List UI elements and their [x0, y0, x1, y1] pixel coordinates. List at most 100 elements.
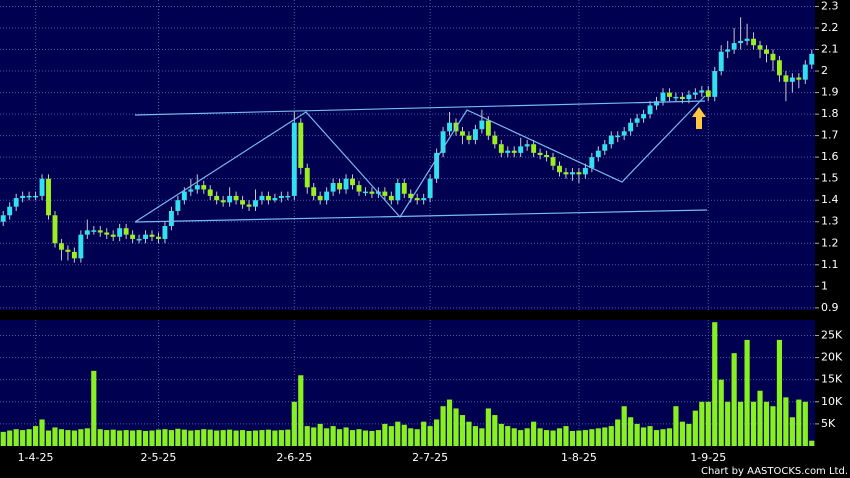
volume-bar — [434, 419, 440, 446]
candle-body — [130, 234, 136, 239]
candle-body — [201, 185, 207, 190]
volume-bar — [97, 429, 103, 446]
volume-bar — [388, 426, 394, 446]
volume-bar — [194, 430, 200, 446]
y-tick-label: 1.2 — [821, 236, 839, 249]
volume-bar — [45, 430, 52, 446]
volume-bar — [26, 429, 32, 446]
candle-body — [298, 122, 304, 168]
y-tick-label: 2.2 — [821, 21, 839, 34]
volume-bar — [699, 401, 705, 446]
volume-bar — [278, 430, 284, 446]
candle-body — [460, 131, 465, 136]
candle-body — [518, 146, 524, 153]
volume-bar — [0, 431, 6, 446]
y-tick-label: 5K — [821, 417, 836, 430]
candle-body — [686, 94, 692, 100]
channel-bottom — [134, 209, 708, 223]
volume-bar — [343, 427, 349, 446]
volume-bar — [498, 423, 504, 446]
y-tick-label: 2.3 — [821, 0, 839, 12]
candle-body — [78, 234, 84, 259]
volume-bar — [686, 423, 692, 446]
x-tick-label: 2-6-25 — [276, 451, 312, 464]
volume-bar — [110, 429, 116, 446]
volume-bar — [181, 429, 187, 446]
volume-bar — [259, 430, 265, 446]
volume-bar — [84, 428, 90, 446]
candle-body — [660, 92, 666, 102]
volume-bar — [39, 419, 45, 446]
y-tick-label: 0.9 — [821, 301, 839, 314]
volume-bar — [58, 429, 65, 446]
candle-body — [285, 195, 291, 198]
candle-body — [162, 226, 168, 239]
candle-body — [563, 172, 569, 175]
volume-bar — [246, 430, 252, 446]
candle-body — [33, 195, 39, 198]
candle-body — [654, 101, 659, 106]
candle-body — [589, 157, 595, 168]
volume-bar — [589, 429, 595, 446]
candle-body — [634, 118, 640, 123]
volume-bar — [155, 429, 162, 446]
volume-bar — [427, 426, 433, 446]
volume-bar — [130, 430, 136, 446]
candle-body — [595, 150, 601, 158]
candle-body — [673, 96, 679, 99]
volume-bar — [104, 430, 110, 446]
volume-bar — [395, 421, 401, 446]
volume-bar — [647, 426, 653, 446]
candle-body — [20, 195, 26, 199]
volume-bar — [304, 426, 310, 446]
candle-body — [181, 191, 187, 201]
candle-body — [447, 122, 453, 132]
candle-body — [485, 120, 491, 136]
volume-bar — [220, 430, 226, 446]
candle-body — [414, 198, 420, 201]
candle-body — [272, 198, 278, 201]
volume-bar — [252, 430, 259, 446]
channel-top — [134, 100, 706, 116]
volume-bar — [142, 430, 149, 446]
volume-bar — [466, 421, 472, 446]
volume-bar — [362, 430, 369, 446]
volume-bar — [718, 379, 724, 446]
candle-body — [311, 187, 317, 196]
candle-body — [110, 234, 116, 237]
candle-body — [343, 178, 349, 190]
volume-bar — [537, 428, 543, 446]
candle-body — [511, 150, 517, 153]
y-tick-label: 1.6 — [821, 150, 839, 163]
volume-bar — [472, 426, 479, 446]
volume-bar — [265, 429, 272, 446]
candle-body — [324, 191, 330, 201]
volume-bar — [214, 430, 220, 446]
zigzag — [134, 95, 706, 223]
candle-body — [434, 152, 440, 179]
candle-body — [227, 195, 233, 203]
volume-bar — [369, 430, 375, 446]
candle-body — [337, 182, 343, 190]
volume-bar — [440, 406, 446, 446]
volume-bar — [731, 353, 737, 446]
candle-body — [569, 172, 575, 175]
x-tick-label: 1-4-25 — [18, 451, 54, 464]
volume-bar — [511, 428, 517, 446]
volume-bar — [608, 426, 614, 446]
candle-body — [608, 135, 614, 145]
candle-body — [291, 122, 297, 196]
volume-bar — [556, 428, 563, 446]
volume-bar — [168, 430, 174, 446]
volume-bar — [595, 428, 601, 446]
candle-body — [544, 155, 550, 158]
candle-body — [602, 144, 608, 151]
volume-layer — [0, 320, 819, 446]
candle-body — [388, 195, 394, 201]
candle-body — [770, 53, 776, 61]
candle-body — [731, 43, 737, 50]
y-tick-label: 1.3 — [821, 215, 839, 228]
candle-body — [421, 198, 427, 201]
volume-bar — [446, 399, 453, 446]
